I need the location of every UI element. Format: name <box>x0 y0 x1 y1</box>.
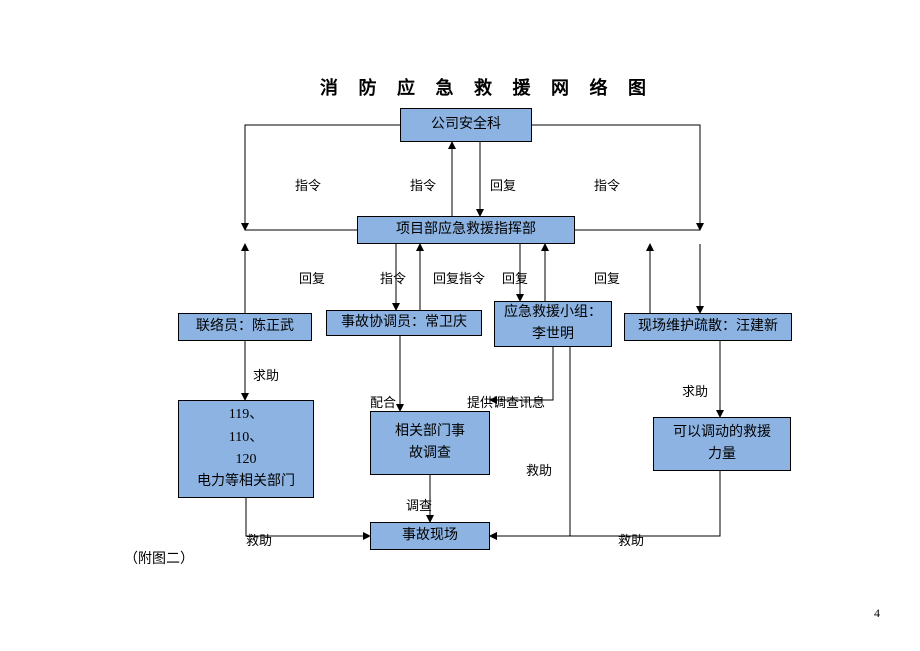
figure-caption: （附图二） <box>124 548 194 568</box>
edge-label: 回复 <box>490 175 516 194</box>
edge-label: 指令 <box>410 175 436 194</box>
edge-label: 提供调查讯息 <box>467 392 545 411</box>
edge-label: 回复 <box>299 268 325 287</box>
edge-label: 指令 <box>594 175 620 194</box>
edge-label: 救助 <box>618 530 644 549</box>
diagram-canvas: 消 防 应 急 救 援 网 络 图 公司安全科 项目部应急救援指挥部 联络员：陈… <box>0 0 920 651</box>
diagram-title: 消 防 应 急 救 援 网 络 图 <box>320 74 654 100</box>
edge-label: 配合 <box>370 392 396 411</box>
node-company-safety: 公司安全科 <box>400 108 532 142</box>
node-site-evac: 现场维护疏散：汪建新 <box>624 313 792 341</box>
page-number: 4 <box>874 606 880 621</box>
node-investigation: 相关部门事 故调查 <box>370 411 490 475</box>
node-mobile-rescue: 可以调动的救援 力量 <box>653 417 791 471</box>
edge-label: 指令 <box>295 175 321 194</box>
edge-label: 指令 <box>380 268 406 287</box>
edge-label: 求助 <box>682 381 708 400</box>
node-rescue-team: 应急救援小组： 李世明 <box>494 301 612 347</box>
edge-label: 求助 <box>253 365 279 384</box>
node-external-depts: 119、 110、 120 电力等相关部门 <box>178 400 314 498</box>
edge-label: 救助 <box>246 530 272 549</box>
edge-label: 回复 <box>502 268 528 287</box>
node-project-command: 项目部应急救援指挥部 <box>357 216 575 244</box>
edge-label: 回复 <box>594 268 620 287</box>
node-accident-site: 事故现场 <box>370 522 490 550</box>
edge-label: 救助 <box>526 460 552 479</box>
node-liaison: 联络员：陈正武 <box>178 313 312 341</box>
edge-label: 调查 <box>406 495 432 514</box>
node-coordinator: 事故协调员：常卫庆 <box>326 310 482 336</box>
edge-label: 回复指令 <box>433 268 485 287</box>
